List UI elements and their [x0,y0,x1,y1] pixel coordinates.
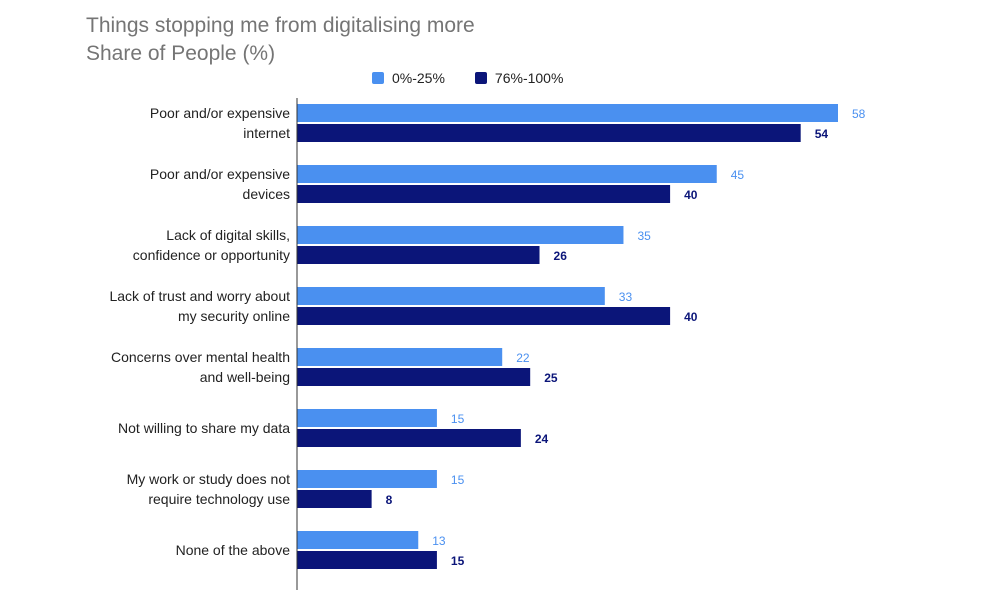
data-label-2-2: 40 [684,188,698,202]
bar-1-1 [297,104,838,122]
category-label-3-line-1: Lack of digital skills, [166,227,290,243]
category-label-1-line-1: Poor and/or expensive [150,105,290,121]
bar-1-2 [297,165,717,183]
data-label-2-3: 26 [554,249,568,263]
category-label-5-line-1: Concerns over mental health [111,349,290,365]
bar-2-1 [297,124,801,142]
data-label-1-7: 15 [451,473,465,487]
legend-item-series-2: 76%-100% [474,70,564,86]
chart-title: Things stopping me from digitalising mor… [86,14,475,37]
data-label-1-4: 33 [619,290,633,304]
category-label-2-line-2: devices [243,186,290,202]
data-label-1-8: 13 [432,534,446,548]
legend-item-series-1: 0%-25% [372,70,445,86]
bar-1-6 [297,409,437,427]
category-label-3-line-2: confidence or opportunity [133,247,290,263]
bar-2-8 [297,551,437,569]
category-label-4-line-2: my security online [178,308,290,324]
bar-2-4 [297,307,671,325]
bar-1-5 [297,348,503,366]
legend-swatch-series-2 [474,72,487,84]
data-label-1-2: 45 [731,168,745,182]
bar-2-5 [297,368,531,386]
data-label-2-1: 54 [815,127,829,141]
category-label-2-line-1: Poor and/or expensive [150,166,290,182]
data-label-1-6: 15 [451,412,465,426]
legend-label-series-2: 76%-100% [494,70,564,86]
data-label-1-5: 22 [516,351,530,365]
bar-1-8 [297,531,419,549]
bar-2-3 [297,246,540,264]
bar-1-4 [297,287,605,305]
data-label-2-4: 40 [684,310,698,324]
bar-2-6 [297,429,521,447]
category-label-8-line-1: None of the above [176,542,291,558]
category-label-7-line-2: require technology use [148,491,290,507]
bar-2-7 [297,490,372,508]
data-label-1-1: 58 [852,107,866,121]
category-label-7-line-1: My work or study does not [127,471,291,487]
data-label-1-3: 35 [637,229,651,243]
data-label-2-5: 25 [544,371,558,385]
legend-swatch-series-1 [372,72,384,84]
category-label-6-line-1: Not willing to share my data [118,420,290,436]
legend-label-series-1: 0%-25% [392,70,445,86]
data-label-2-8: 15 [451,554,465,568]
category-label-4-line-1: Lack of trust and worry about [109,288,290,304]
bar-2-2 [297,185,671,203]
bar-1-3 [297,226,624,244]
chart-title-block: Things stopping me from digitalising mor… [86,12,475,68]
chart-legend: 0%-25% 76%-100% [372,70,593,86]
chart-subtitle: Share of People (%) [86,42,276,65]
category-label-5-line-2: and well-being [200,369,290,385]
data-label-2-7: 8 [386,493,393,507]
data-label-2-6: 24 [535,432,549,446]
bar-1-7 [297,470,437,488]
category-label-1-line-2: internet [243,125,290,141]
